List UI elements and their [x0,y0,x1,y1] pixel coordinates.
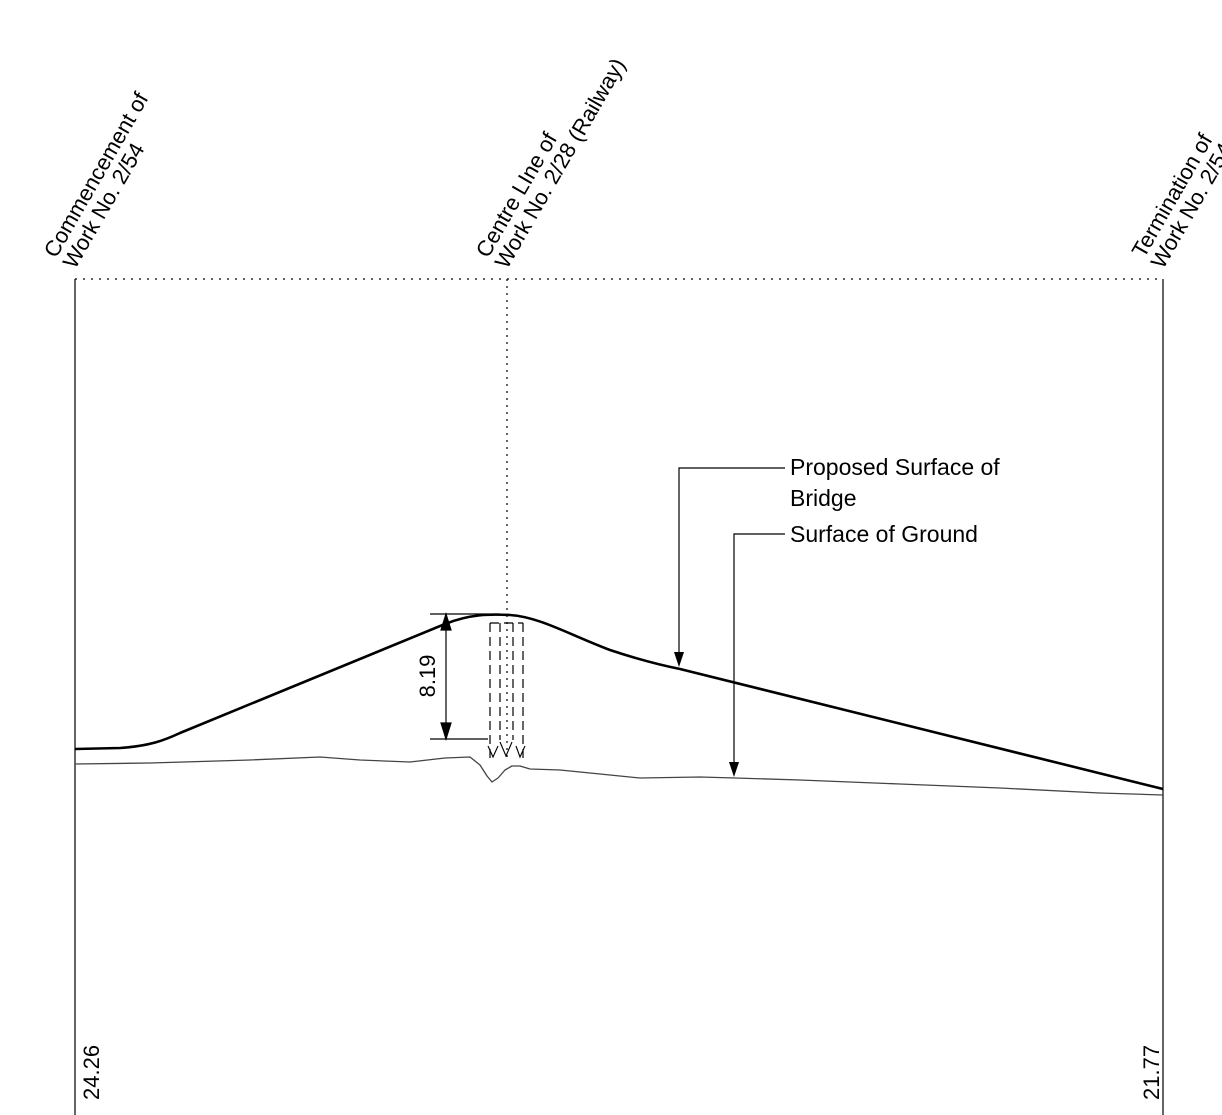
proposed-bridge-surface [74,613,1164,791]
proposed-surface-leader [678,467,785,658]
proposed-surface-label-line1: Proposed Surface of [790,454,1000,480]
centre-line-header: Centre LIne of Work No. 2/28 (Railway) [471,54,631,273]
ground-surface-label: Surface of Ground [790,521,978,547]
start-level-value: 24.26 [79,1045,104,1100]
ground-surface-leader [733,533,785,767]
commencement-header: Commencement of Work No. 2/54 [39,87,154,272]
clearance-arrowheads [487,741,526,759]
centre-line-header-line2: Work No. 2/28 (Railway) [490,54,631,273]
termination-header: Termination of Work No. 2/54 [1127,129,1222,273]
ground-surface [74,756,1164,796]
clearance-dimension-value: 8.19 [415,655,440,698]
clearance-dimension [430,611,500,742]
proposed-surface-label-line2: Bridge [790,485,856,511]
end-level-value: 21.77 [1139,1045,1164,1100]
ground-surface-leader-arrowhead [729,762,739,777]
proposed-surface-leader-arrowhead [674,652,684,667]
railway-clearance-envelope [489,622,524,760]
